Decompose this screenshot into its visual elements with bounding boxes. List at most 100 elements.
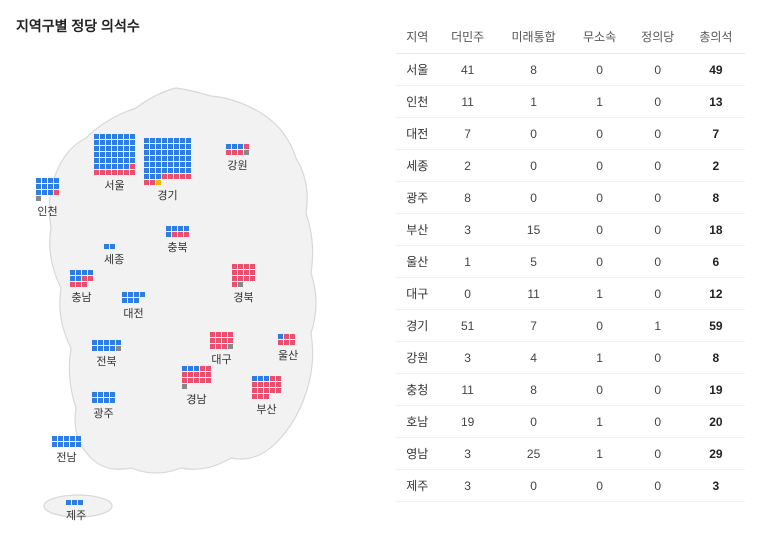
seat-dot: [194, 372, 199, 377]
seat-dot: [264, 376, 269, 381]
seat-dot: [216, 338, 221, 343]
seat-dot: [186, 150, 191, 155]
seat-dot: [238, 270, 243, 275]
map-region: 강원: [226, 144, 249, 173]
seat-dot: [110, 244, 115, 249]
seat-dot: [128, 298, 133, 303]
seat-dot: [116, 340, 121, 345]
seat-dot: [182, 372, 187, 377]
value-cell: 0: [629, 278, 687, 310]
seat-dot: [284, 334, 289, 339]
seat-dot: [150, 150, 155, 155]
seat-dot: [174, 168, 179, 173]
seat-dot: [76, 270, 81, 275]
value-cell: 3: [439, 438, 497, 470]
value-cell: 11: [497, 278, 571, 310]
seat-dot: [156, 162, 161, 167]
region-cell: 울산: [396, 246, 439, 278]
seat-dot: [100, 146, 105, 151]
seat-dot: [94, 134, 99, 139]
seat-dot: [124, 152, 129, 157]
seat-dot-grid: [94, 134, 135, 175]
seat-dot: [156, 174, 161, 179]
value-cell: 1: [497, 86, 571, 118]
seat-dot-grid: [166, 226, 189, 237]
seat-dot: [216, 332, 221, 337]
seat-dot: [226, 150, 231, 155]
map-region: 충북: [166, 226, 189, 255]
seat-dot: [42, 190, 47, 195]
seat-dot: [178, 226, 183, 231]
value-cell: 1: [570, 342, 628, 374]
value-cell: 1: [570, 406, 628, 438]
seat-dot: [122, 298, 127, 303]
seat-dot: [100, 170, 105, 175]
seat-dot: [156, 156, 161, 161]
map-region: 경북: [232, 264, 255, 305]
region-label: 제주: [66, 507, 86, 523]
seat-dot: [252, 382, 257, 387]
seat-dot: [174, 150, 179, 155]
seat-dot: [106, 152, 111, 157]
seat-dot: [182, 378, 187, 383]
seat-dot: [264, 388, 269, 393]
seat-dot: [238, 150, 243, 155]
seat-dot: [52, 436, 57, 441]
seat-dot: [174, 174, 179, 179]
region-label: 대전: [122, 305, 145, 321]
seat-dot-grid: [92, 392, 115, 403]
seat-dot: [98, 392, 103, 397]
region-label: 경기: [144, 187, 191, 203]
seat-dot: [110, 398, 115, 403]
seat-dot: [66, 500, 71, 505]
value-cell: 1: [570, 438, 628, 470]
seat-dot: [168, 168, 173, 173]
seat-dot-grid: [252, 376, 281, 399]
seat-dot: [232, 270, 237, 275]
seat-dot: [70, 282, 75, 287]
region-cell: 경기: [396, 310, 439, 342]
seat-dot: [206, 372, 211, 377]
value-cell: 0: [629, 182, 687, 214]
seat-dot: [124, 134, 129, 139]
column-header: 정의당: [629, 20, 687, 54]
seat-dot: [92, 398, 97, 403]
seat-dot: [104, 346, 109, 351]
seat-dot: [244, 150, 249, 155]
map-region: 세종: [104, 244, 124, 267]
seat-dot: [216, 344, 221, 349]
map-region: 제주: [66, 500, 86, 523]
seat-dot-grid: [92, 340, 121, 351]
value-cell: 0: [629, 406, 687, 438]
seat-dot: [172, 226, 177, 231]
seat-dot: [110, 392, 115, 397]
seat-dot: [144, 150, 149, 155]
region-label: 경남: [182, 391, 211, 407]
seat-dot: [162, 144, 167, 149]
seat-dot: [270, 382, 275, 387]
value-cell: 11: [439, 86, 497, 118]
seat-dot: [186, 168, 191, 173]
value-cell: 0: [497, 406, 571, 438]
value-cell: 25: [497, 438, 571, 470]
seat-dot: [104, 392, 109, 397]
seat-dot: [290, 340, 295, 345]
seat-dot: [168, 138, 173, 143]
region-cell: 충청: [396, 374, 439, 406]
seat-dot: [232, 264, 237, 269]
value-cell: 0: [629, 150, 687, 182]
map-region: 울산: [278, 334, 298, 363]
seat-dot: [194, 366, 199, 371]
seat-dot: [98, 398, 103, 403]
seat-dot: [104, 340, 109, 345]
seat-dot: [130, 158, 135, 163]
seat-dot: [104, 244, 109, 249]
seat-dot: [94, 140, 99, 145]
seat-dot: [106, 146, 111, 151]
seat-dot: [150, 156, 155, 161]
region-cell: 제주: [396, 470, 439, 502]
value-cell: 3: [439, 342, 497, 374]
seat-dot: [168, 156, 173, 161]
seat-dot: [106, 170, 111, 175]
value-cell: 1: [439, 246, 497, 278]
